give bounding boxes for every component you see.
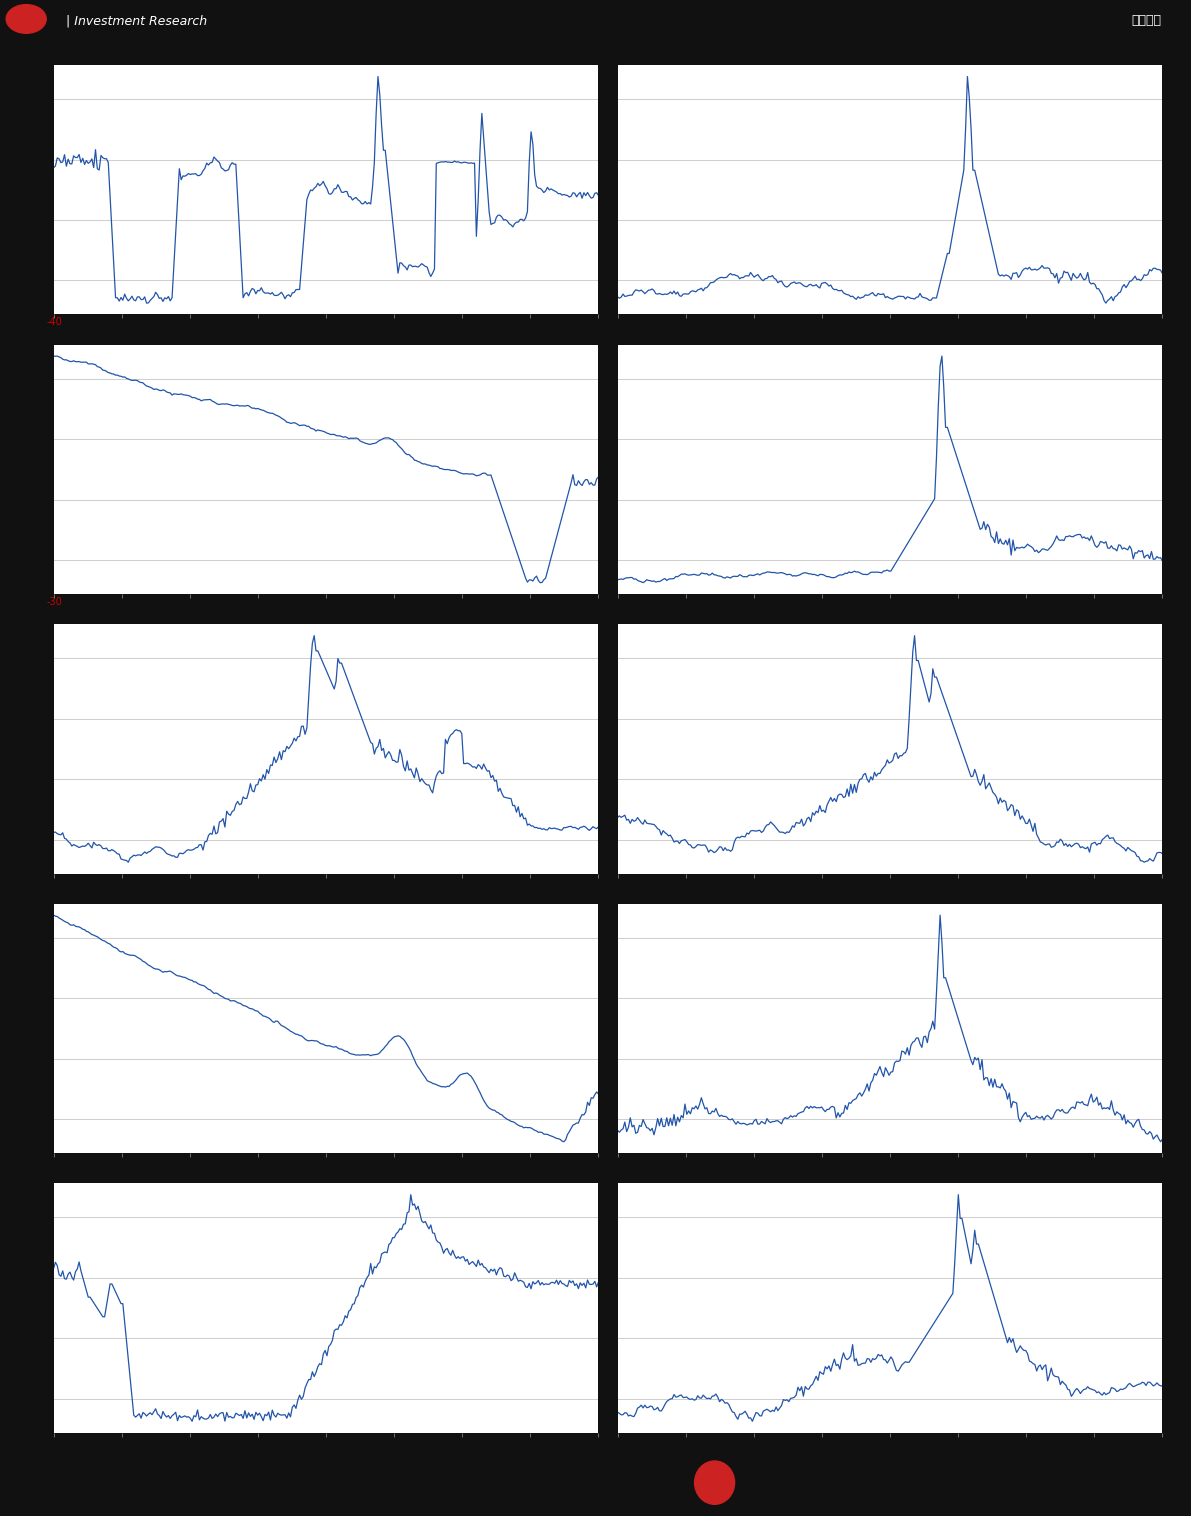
Text: -30: -30 [46, 597, 62, 606]
Text: 估値周报: 估値周报 [1131, 14, 1161, 27]
Circle shape [694, 1461, 735, 1504]
Text: -40: -40 [46, 317, 62, 327]
Circle shape [6, 5, 46, 33]
Text: | Investment Research: | Investment Research [66, 14, 206, 27]
